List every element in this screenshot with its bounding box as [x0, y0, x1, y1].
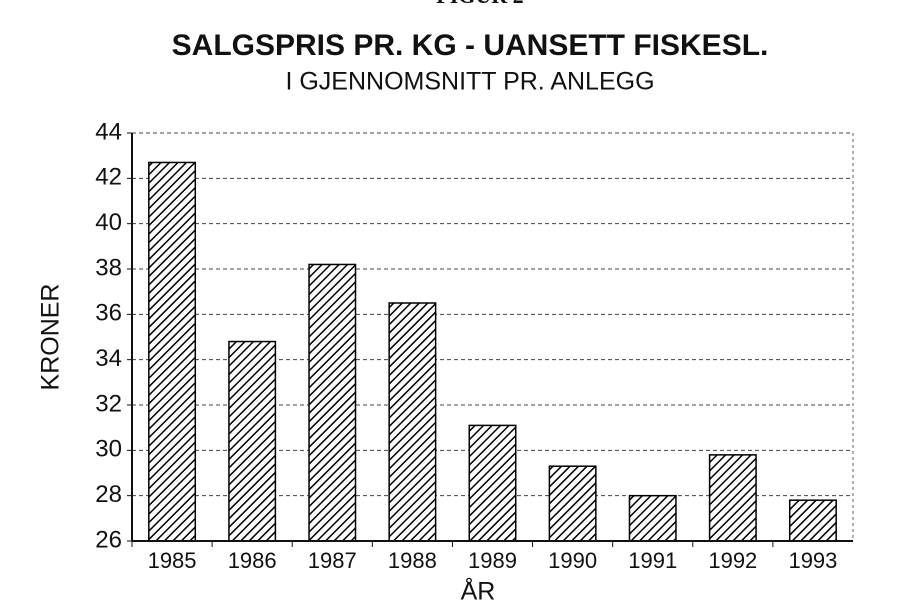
- bar: [308, 263, 357, 542]
- bar: [468, 424, 517, 542]
- bar: [388, 302, 437, 542]
- x-tick-label: 1988: [388, 548, 437, 573]
- y-axis-label: KRONER: [37, 284, 65, 391]
- bar: [788, 499, 837, 542]
- x-tick-label: 1990: [548, 548, 597, 573]
- bar: [148, 161, 197, 542]
- bar: [708, 454, 757, 542]
- bar: [228, 340, 277, 542]
- figure-label: FIGUR 2: [436, 0, 523, 8]
- bar: [628, 494, 677, 542]
- chart-subtitle: I GJENNOMSNITT PR. ANLEGG: [285, 68, 654, 96]
- x-axis-label: ÅR: [461, 576, 496, 606]
- y-tick-label: 40: [95, 209, 122, 236]
- y-tick-label: 42: [95, 164, 122, 191]
- x-tick-label: 1993: [788, 548, 837, 573]
- y-tick-label: 34: [95, 345, 122, 372]
- y-tick-label: 26: [95, 526, 122, 553]
- y-tick-label: 44: [95, 118, 122, 145]
- x-tick-label: 1986: [228, 548, 277, 573]
- bar: [548, 465, 597, 542]
- chart-title: SALGSPRIS PR. KG - UANSETT FISKESL.: [172, 29, 769, 62]
- y-tick-label: 32: [95, 390, 122, 417]
- y-tick-label: 28: [95, 481, 122, 508]
- y-tick-label: 30: [95, 436, 122, 463]
- x-tick-label: 1992: [708, 548, 757, 573]
- y-tick-label: 36: [95, 300, 122, 327]
- x-tick-label: 1985: [148, 548, 197, 573]
- y-tick-label: 38: [95, 254, 122, 281]
- x-tick-label: 1989: [468, 548, 517, 573]
- x-tick-label: 1991: [628, 548, 677, 573]
- x-tick-label: 1987: [308, 548, 357, 573]
